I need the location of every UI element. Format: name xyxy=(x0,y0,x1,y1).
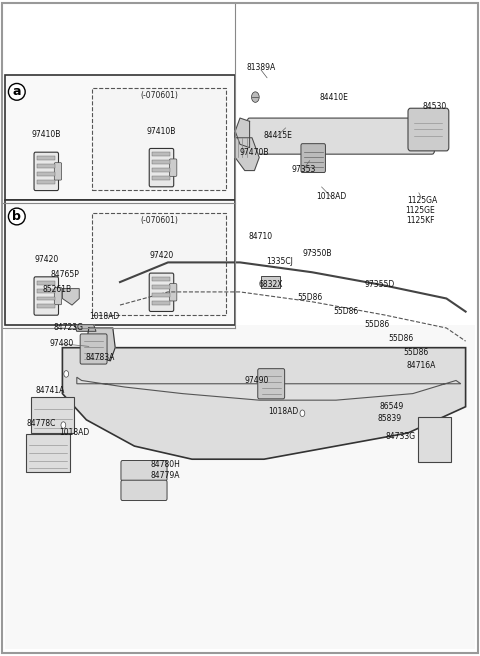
Text: (-070601): (-070601) xyxy=(140,91,178,100)
Text: 55D86: 55D86 xyxy=(364,320,389,329)
Bar xyxy=(153,160,170,164)
Bar xyxy=(153,300,170,304)
Text: 1018AD: 1018AD xyxy=(89,312,120,321)
Text: 81389A: 81389A xyxy=(247,63,276,72)
Polygon shape xyxy=(235,118,250,148)
Text: 84723G: 84723G xyxy=(54,323,84,333)
Text: 97420: 97420 xyxy=(34,255,59,264)
Bar xyxy=(261,276,280,288)
Text: 84765P: 84765P xyxy=(50,270,79,279)
Bar xyxy=(5,325,475,649)
Polygon shape xyxy=(26,434,70,472)
Text: 1125GE: 1125GE xyxy=(406,206,435,215)
Text: 85261B: 85261B xyxy=(42,285,71,295)
Text: 97420: 97420 xyxy=(149,251,174,260)
Polygon shape xyxy=(86,328,115,361)
Bar xyxy=(5,200,235,325)
Bar xyxy=(153,152,170,156)
FancyBboxPatch shape xyxy=(149,273,174,312)
Text: 1125KF: 1125KF xyxy=(406,216,435,225)
Bar xyxy=(37,180,55,184)
Bar xyxy=(92,88,226,190)
Polygon shape xyxy=(62,289,79,305)
FancyBboxPatch shape xyxy=(54,287,61,304)
Text: 55D86: 55D86 xyxy=(297,293,322,302)
FancyBboxPatch shape xyxy=(169,159,177,176)
Text: 55D86: 55D86 xyxy=(333,307,358,316)
Bar xyxy=(37,297,55,300)
Text: 84410E: 84410E xyxy=(319,92,348,102)
Bar xyxy=(37,172,55,176)
Text: 84716A: 84716A xyxy=(407,361,436,370)
Bar xyxy=(153,285,170,289)
Text: 1018AD: 1018AD xyxy=(59,428,90,438)
FancyBboxPatch shape xyxy=(301,144,325,173)
FancyBboxPatch shape xyxy=(247,118,434,154)
Bar xyxy=(153,293,170,297)
Text: 84415E: 84415E xyxy=(263,131,292,140)
Bar xyxy=(153,168,170,172)
Text: 84783A: 84783A xyxy=(85,353,115,362)
Text: 1018AD: 1018AD xyxy=(268,407,299,417)
Text: 97470B: 97470B xyxy=(240,148,269,157)
FancyBboxPatch shape xyxy=(149,148,174,187)
Polygon shape xyxy=(418,417,451,462)
FancyBboxPatch shape xyxy=(169,283,177,301)
Text: 84530: 84530 xyxy=(422,102,446,111)
Bar xyxy=(37,289,55,293)
Text: 97480: 97480 xyxy=(49,339,73,348)
Text: 1125GA: 1125GA xyxy=(407,195,438,205)
FancyBboxPatch shape xyxy=(34,277,59,316)
Bar xyxy=(37,304,55,308)
Text: 97350B: 97350B xyxy=(302,249,332,258)
Circle shape xyxy=(61,422,66,428)
Bar xyxy=(37,156,55,160)
Text: (-070601): (-070601) xyxy=(140,216,178,225)
FancyBboxPatch shape xyxy=(54,163,61,180)
Text: a: a xyxy=(12,85,21,98)
Text: 84780H: 84780H xyxy=(151,460,180,469)
Text: 1018AD: 1018AD xyxy=(316,192,347,201)
Polygon shape xyxy=(77,377,461,400)
Circle shape xyxy=(252,92,259,102)
Text: 85839: 85839 xyxy=(378,414,402,423)
Text: 97410B: 97410B xyxy=(147,127,176,136)
Text: 84779A: 84779A xyxy=(151,471,180,480)
Text: 97353: 97353 xyxy=(291,165,315,174)
FancyBboxPatch shape xyxy=(121,461,167,481)
Bar xyxy=(153,176,170,180)
Text: 55D86: 55D86 xyxy=(388,334,413,343)
FancyBboxPatch shape xyxy=(121,480,167,501)
Text: 84710: 84710 xyxy=(248,232,272,241)
Text: 97355D: 97355D xyxy=(364,279,395,289)
FancyBboxPatch shape xyxy=(258,369,285,399)
Circle shape xyxy=(300,410,305,417)
Text: 84778C: 84778C xyxy=(26,419,56,428)
FancyBboxPatch shape xyxy=(408,108,449,151)
Bar xyxy=(5,75,235,200)
Bar xyxy=(92,213,226,315)
Polygon shape xyxy=(31,397,74,433)
Text: 6832X: 6832X xyxy=(259,279,284,289)
Text: 55D86: 55D86 xyxy=(404,348,429,358)
FancyBboxPatch shape xyxy=(34,152,59,191)
Text: 84733G: 84733G xyxy=(386,432,416,441)
Text: b: b xyxy=(12,210,21,223)
Bar xyxy=(37,164,55,168)
Text: 1335CJ: 1335CJ xyxy=(266,257,293,266)
Polygon shape xyxy=(62,348,466,459)
Bar xyxy=(153,277,170,281)
Text: 86549: 86549 xyxy=(379,402,403,411)
Text: 84741A: 84741A xyxy=(36,386,65,395)
Text: 97490: 97490 xyxy=(245,376,269,385)
Text: 97410B: 97410B xyxy=(32,131,61,139)
Polygon shape xyxy=(235,138,259,171)
Circle shape xyxy=(64,371,69,377)
Bar xyxy=(37,281,55,285)
Polygon shape xyxy=(74,325,96,331)
FancyBboxPatch shape xyxy=(80,334,107,364)
